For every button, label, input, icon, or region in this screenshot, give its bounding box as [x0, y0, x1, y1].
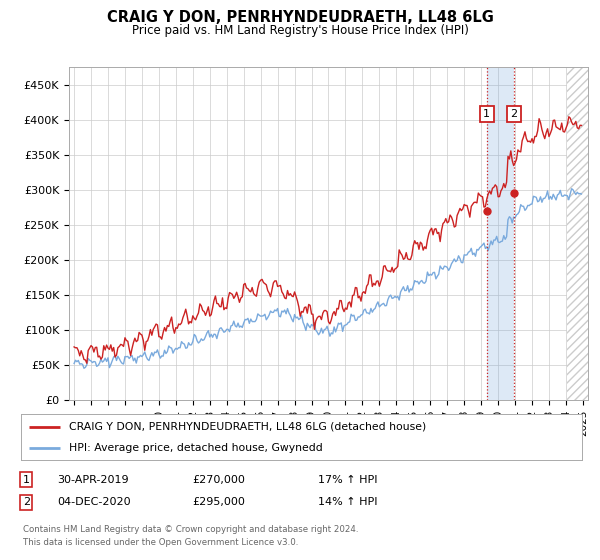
Text: CRAIG Y DON, PENRHYNDEUDRAETH, LL48 6LG: CRAIG Y DON, PENRHYNDEUDRAETH, LL48 6LG: [107, 10, 493, 25]
Text: HPI: Average price, detached house, Gwynedd: HPI: Average price, detached house, Gwyn…: [68, 443, 322, 453]
Bar: [487, 67, 514, 400]
Text: 2: 2: [510, 109, 517, 119]
Text: Contains HM Land Registry data © Crown copyright and database right 2024.
This d: Contains HM Land Registry data © Crown c…: [23, 525, 358, 548]
Text: £270,000: £270,000: [192, 475, 245, 485]
Text: 30-APR-2019: 30-APR-2019: [57, 475, 128, 485]
Text: 14% ↑ HPI: 14% ↑ HPI: [318, 497, 377, 507]
Text: Price paid vs. HM Land Registry's House Price Index (HPI): Price paid vs. HM Land Registry's House …: [131, 24, 469, 36]
Text: CRAIG Y DON, PENRHYNDEUDRAETH, LL48 6LG (detached house): CRAIG Y DON, PENRHYNDEUDRAETH, LL48 6LG …: [68, 422, 426, 432]
Text: 2: 2: [23, 497, 30, 507]
Text: 1: 1: [23, 475, 30, 485]
Text: 04-DEC-2020: 04-DEC-2020: [57, 497, 131, 507]
Text: £295,000: £295,000: [192, 497, 245, 507]
Text: 1: 1: [483, 109, 490, 119]
Text: 17% ↑ HPI: 17% ↑ HPI: [318, 475, 377, 485]
